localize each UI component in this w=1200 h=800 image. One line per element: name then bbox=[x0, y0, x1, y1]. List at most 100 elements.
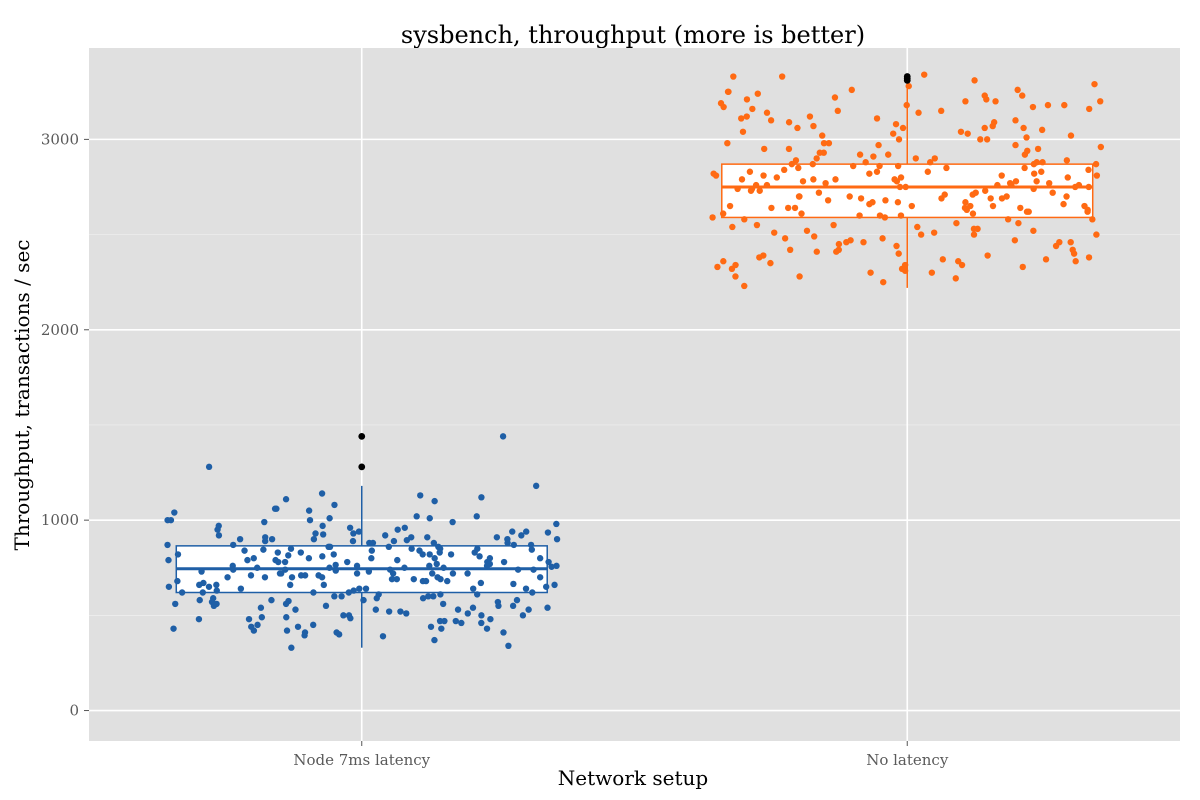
chart-title: sysbench, throughput (more is better) bbox=[401, 21, 865, 49]
data-point bbox=[824, 197, 832, 204]
data-point bbox=[870, 153, 877, 160]
data-point bbox=[393, 575, 401, 583]
x-axis-title: Network setup bbox=[558, 766, 708, 790]
data-point bbox=[1067, 132, 1075, 139]
data-point bbox=[921, 71, 928, 78]
data-point bbox=[536, 555, 544, 562]
data-point bbox=[262, 534, 269, 541]
data-point bbox=[254, 621, 261, 629]
data-point bbox=[862, 159, 869, 166]
data-point bbox=[710, 170, 717, 177]
data-point bbox=[778, 73, 786, 80]
data-point bbox=[876, 162, 883, 170]
y-axis: 0 1000 2000 3000 bbox=[41, 130, 89, 720]
data-point bbox=[813, 248, 820, 255]
data-point bbox=[198, 568, 205, 575]
data-point bbox=[892, 120, 900, 128]
data-point bbox=[730, 73, 737, 80]
data-point bbox=[905, 82, 912, 90]
data-point bbox=[896, 183, 904, 191]
data-point bbox=[860, 238, 867, 246]
data-point bbox=[437, 591, 444, 598]
data-point bbox=[1020, 124, 1027, 132]
data-point bbox=[1012, 141, 1019, 149]
data-point bbox=[426, 515, 433, 522]
data-point bbox=[273, 505, 280, 512]
data-point bbox=[229, 541, 237, 549]
data-point bbox=[806, 113, 814, 120]
data-point bbox=[939, 256, 947, 263]
data-point bbox=[499, 433, 507, 440]
data-point bbox=[473, 513, 480, 520]
data-point bbox=[1011, 237, 1019, 244]
data-point bbox=[385, 543, 393, 551]
data-point bbox=[338, 593, 345, 600]
data-point bbox=[474, 545, 481, 552]
data-point bbox=[998, 195, 1006, 202]
data-point bbox=[435, 543, 442, 551]
data-point bbox=[416, 547, 423, 554]
data-point bbox=[215, 532, 223, 539]
data-point bbox=[258, 614, 266, 621]
data-point bbox=[431, 497, 438, 505]
data-point bbox=[205, 463, 213, 471]
data-point bbox=[408, 534, 415, 541]
data-point bbox=[754, 90, 761, 97]
data-point bbox=[553, 562, 560, 570]
data-point bbox=[895, 136, 903, 143]
data-point bbox=[372, 606, 380, 613]
data-point bbox=[894, 162, 902, 170]
data-point bbox=[449, 570, 457, 577]
data-point bbox=[875, 141, 882, 149]
data-point bbox=[355, 528, 363, 535]
data-point bbox=[895, 250, 902, 257]
data-point bbox=[438, 625, 445, 632]
data-point bbox=[413, 513, 420, 520]
data-point bbox=[332, 561, 339, 569]
data-point bbox=[365, 568, 373, 575]
data-point bbox=[850, 162, 857, 170]
data-point bbox=[856, 151, 864, 158]
data-point bbox=[529, 589, 536, 596]
data-point bbox=[953, 219, 960, 227]
data-point bbox=[726, 202, 734, 210]
data-point bbox=[487, 615, 494, 623]
data-point bbox=[876, 212, 884, 219]
data-point bbox=[281, 566, 289, 573]
data-point bbox=[1039, 159, 1046, 166]
data-point bbox=[250, 555, 257, 562]
data-point bbox=[785, 145, 793, 153]
data-point bbox=[253, 564, 261, 571]
data-point bbox=[1092, 160, 1100, 168]
data-point bbox=[486, 555, 494, 562]
data-point bbox=[719, 210, 727, 217]
data-point bbox=[426, 562, 433, 570]
data-point bbox=[926, 159, 934, 166]
data-point bbox=[879, 235, 886, 242]
data-point bbox=[873, 115, 881, 122]
data-point bbox=[237, 585, 245, 592]
data-point bbox=[335, 631, 343, 638]
data-point bbox=[720, 258, 727, 265]
data-point bbox=[495, 602, 502, 610]
data-point bbox=[429, 570, 436, 577]
data-point bbox=[215, 522, 222, 530]
data-point bbox=[880, 278, 887, 286]
data-point bbox=[244, 556, 251, 564]
data-point bbox=[938, 107, 945, 115]
outlier-point bbox=[903, 73, 911, 80]
data-point bbox=[820, 139, 828, 147]
data-point bbox=[1012, 178, 1020, 185]
data-point bbox=[382, 532, 389, 539]
data-point bbox=[281, 558, 289, 566]
data-point bbox=[967, 202, 974, 210]
data-point bbox=[213, 587, 220, 594]
data-point bbox=[773, 174, 781, 181]
y-tick-label: 3000 bbox=[41, 130, 79, 148]
data-point bbox=[523, 528, 530, 535]
data-point bbox=[1019, 92, 1026, 99]
data-point bbox=[809, 160, 816, 168]
data-point bbox=[1023, 134, 1030, 141]
data-point bbox=[525, 606, 532, 613]
data-point bbox=[760, 252, 767, 259]
